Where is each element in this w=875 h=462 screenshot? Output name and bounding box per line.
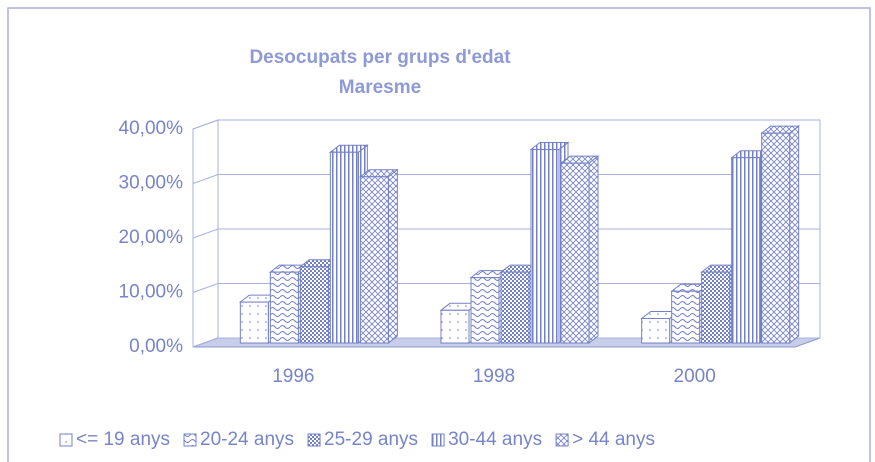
legend-swatch [307, 433, 321, 447]
legend-swatch [555, 433, 569, 447]
bar [500, 271, 530, 344]
bar-side [588, 155, 599, 345]
x-tick-label: 1996 [272, 366, 314, 387]
bar [641, 317, 671, 344]
x-tick-label: 1998 [473, 366, 515, 387]
x-tick-label: 2000 [674, 366, 716, 387]
legend-label: 30-44 anys [448, 429, 542, 450]
legend-swatch [183, 433, 197, 447]
chart-title: Desocupats per grups d'edat [249, 47, 511, 68]
bar [761, 132, 791, 344]
grid-line [192, 228, 820, 239]
legend-label: > 44 anys [572, 429, 655, 450]
bar [239, 301, 269, 344]
y-tick-label: 30,00% [119, 173, 184, 194]
bar [671, 290, 701, 344]
legend-swatch [59, 433, 73, 447]
bar-side [387, 168, 398, 345]
bar-side [789, 125, 800, 345]
bar [470, 277, 500, 344]
grid-line [192, 283, 820, 293]
bar [530, 149, 560, 344]
y-tick-label: 0,00% [129, 336, 183, 357]
grid-line [192, 174, 820, 184]
legend-label: 25-29 anys [324, 429, 418, 450]
y-tick-label: 20,00% [119, 227, 184, 248]
bar [269, 271, 299, 344]
legend-swatch [431, 433, 445, 447]
grid-line [192, 119, 820, 130]
chart-border [7, 7, 871, 462]
bar [560, 162, 590, 344]
bar [701, 271, 731, 344]
bar [731, 157, 761, 344]
chart-subtitle: Maresme [339, 77, 421, 98]
legend-label: <= 19 anys [76, 429, 170, 450]
bar [329, 151, 359, 344]
grid-line [192, 337, 820, 348]
y-tick-label: 10,00% [119, 282, 184, 303]
bar [359, 176, 389, 344]
bar [440, 309, 470, 344]
bar [299, 266, 329, 344]
y-tick-label: 40,00% [119, 118, 184, 139]
legend-label: 20-24 anys [200, 429, 294, 450]
